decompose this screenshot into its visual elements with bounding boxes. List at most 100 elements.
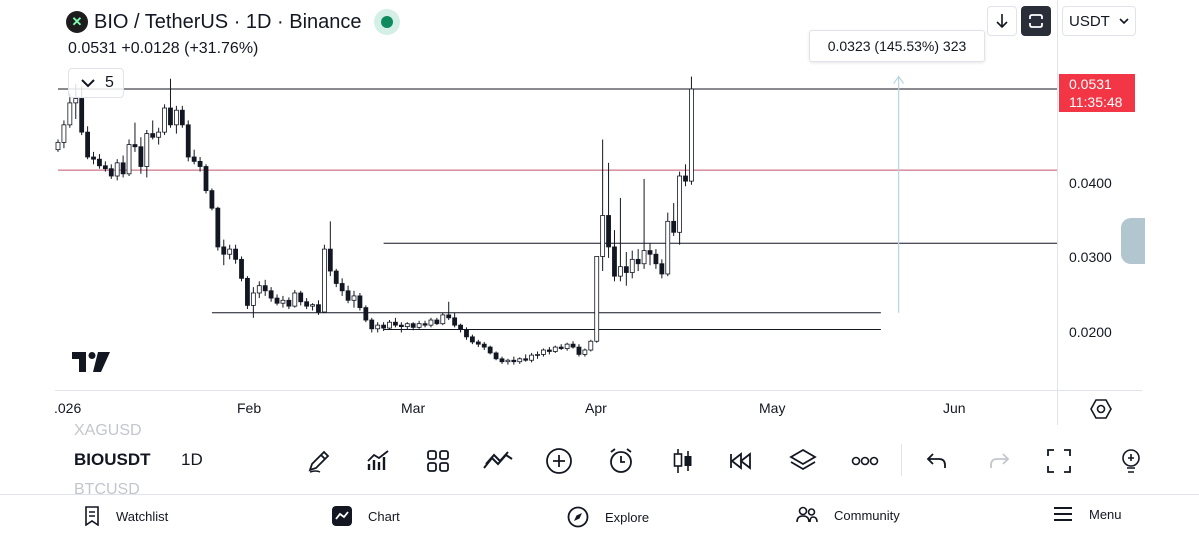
- settings-hexagon-icon: [1090, 399, 1112, 419]
- candle-body: [618, 266, 623, 277]
- candle-body: [221, 246, 227, 255]
- drawings-button[interactable]: [481, 444, 515, 478]
- candle-body: [629, 258, 635, 273]
- measure-arrow-head: [893, 75, 905, 84]
- layouts-button[interactable]: [421, 444, 455, 478]
- nav-menu[interactable]: Menu: [1053, 506, 1122, 522]
- candle-body: [250, 292, 256, 306]
- candle-body: [369, 319, 375, 330]
- candle-body: [215, 207, 221, 248]
- redo-button[interactable]: [982, 444, 1016, 478]
- time-tick: May: [759, 400, 786, 416]
- candle-body: [517, 358, 523, 363]
- candle-body: [357, 295, 363, 309]
- previous-symbol[interactable]: XAGUSD: [74, 422, 142, 439]
- candle-body: [280, 299, 286, 304]
- candle-body: [126, 144, 132, 175]
- candle-body: [268, 290, 274, 299]
- interval-button[interactable]: 1D: [181, 450, 203, 469]
- time-axis-settings-button[interactable]: [1090, 398, 1112, 425]
- replay-button[interactable]: [725, 444, 759, 478]
- candle-body: [310, 304, 315, 307]
- add-button[interactable]: [542, 444, 576, 478]
- candle-body: [570, 343, 576, 348]
- chart-icon: [332, 506, 352, 526]
- candle-body: [209, 190, 215, 209]
- candle-body: [558, 346, 564, 349]
- candle-body: [523, 358, 529, 361]
- market-status-icon[interactable]: [373, 9, 400, 35]
- candle-body: [499, 358, 505, 363]
- candle-body: [541, 349, 546, 355]
- time-tick: Apr: [585, 400, 607, 416]
- indicators-toggle-button[interactable]: 5: [68, 68, 124, 98]
- ideas-icon: [1122, 449, 1140, 473]
- candle-body: [464, 329, 469, 338]
- candle-body: [416, 323, 422, 328]
- symbol-header[interactable]: ✕ BIO / TetherUS · 1D · Binance: [66, 8, 400, 36]
- undo-icon: [926, 453, 946, 468]
- candle-body: [647, 250, 653, 255]
- side-panel-handle[interactable]: [1121, 218, 1145, 264]
- candle-body: [298, 292, 304, 303]
- indicators-button[interactable]: [361, 444, 395, 478]
- candle-body: [576, 346, 582, 355]
- next-symbol[interactable]: BTCUSD: [74, 481, 140, 496]
- candle-body: [245, 277, 250, 306]
- nav-community[interactable]: Community: [796, 506, 900, 524]
- candle-body: [120, 162, 126, 175]
- candle-body: [594, 256, 600, 342]
- chart-mode-button[interactable]: [1021, 6, 1051, 36]
- more-button[interactable]: [848, 444, 882, 478]
- bottom-nav-divider: [0, 494, 1199, 495]
- fullscreen-button[interactable]: [1042, 444, 1076, 478]
- currency-select[interactable]: USDT: [1062, 6, 1136, 36]
- nav-chart[interactable]: Chart: [332, 506, 400, 526]
- toolbar-divider: [901, 444, 902, 476]
- candle-body: [108, 168, 114, 177]
- drawings-icon: [483, 451, 513, 469]
- symbol-switcher[interactable]: XAGUSD BIOUSDT 1D BTCUSD: [0, 420, 290, 496]
- download-button[interactable]: [987, 6, 1017, 36]
- candle-body: [511, 359, 517, 363]
- candle-body: [61, 124, 67, 143]
- candle-body: [493, 352, 499, 360]
- candle-body: [671, 220, 677, 233]
- candle-body: [659, 263, 665, 275]
- fullscreen-icon: [1047, 449, 1071, 473]
- candle-body: [529, 354, 534, 361]
- symbol-title[interactable]: BIO / TetherUS · 1D · Binance: [94, 10, 362, 33]
- chevron-down-icon: [81, 79, 95, 88]
- chart-type-button[interactable]: [666, 444, 700, 478]
- tradingview-logo-icon: [72, 352, 110, 372]
- current-symbol[interactable]: BIOUSDT: [74, 450, 151, 469]
- candle-body: [689, 88, 694, 182]
- time-tick: Jun: [943, 400, 966, 416]
- draw-button[interactable]: [302, 444, 336, 478]
- price-axis-divider: [1057, 0, 1058, 425]
- candle-body: [623, 266, 629, 273]
- candle-body: [185, 124, 191, 158]
- candle-body: [150, 133, 156, 138]
- candle-body: [600, 215, 606, 257]
- candle-body: [606, 215, 611, 248]
- undo-button[interactable]: [920, 444, 954, 478]
- layers-button[interactable]: [786, 444, 820, 478]
- ideas-button[interactable]: [1114, 444, 1148, 478]
- candle-body: [381, 324, 387, 329]
- candle-body: [144, 133, 150, 167]
- candle-body: [85, 131, 90, 158]
- candle-body: [410, 323, 416, 328]
- candle-body: [97, 158, 102, 167]
- alert-button[interactable]: [604, 444, 638, 478]
- nav-watchlist[interactable]: Watchlist: [84, 506, 168, 526]
- candle-body: [203, 166, 209, 192]
- pencil-icon: [308, 450, 330, 473]
- candle-body: [535, 353, 540, 356]
- candle-body: [292, 292, 298, 307]
- bar-countdown: 11:35:48: [1069, 94, 1123, 110]
- candle-body: [262, 285, 268, 292]
- nav-explore[interactable]: Explore: [567, 506, 649, 528]
- candle-body: [635, 258, 641, 265]
